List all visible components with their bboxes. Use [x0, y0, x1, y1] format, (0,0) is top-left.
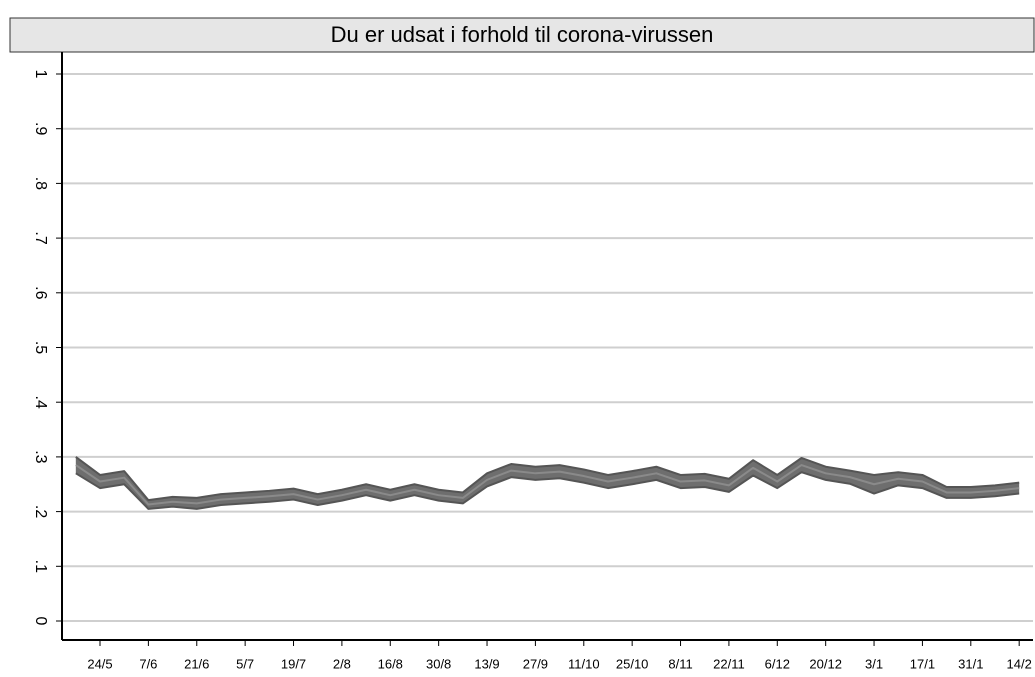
- x-tick-label: 20/12: [809, 656, 842, 671]
- x-tick-label: 30/8: [426, 656, 451, 671]
- x-tick-label: 11/10: [568, 656, 600, 671]
- ci-upper-line: [75, 456, 1020, 502]
- x-tick-label: 27/9: [523, 656, 548, 671]
- x-tick-label: 24/5: [87, 656, 112, 671]
- x-tick-label: 22/11: [713, 656, 745, 671]
- x-tick-label: 7/6: [139, 656, 157, 671]
- title-bar: [9, 17, 1035, 53]
- ci-band: [75, 456, 1020, 509]
- y-tick-label: .4: [32, 396, 49, 409]
- y-tick-label: 1: [32, 70, 49, 79]
- x-tick-label: 25/10: [616, 656, 649, 671]
- x-tick-label: 5/7: [236, 656, 254, 671]
- x-tick-label: 17/1: [910, 656, 935, 671]
- y-tick-label: 0: [32, 617, 49, 626]
- x-tick-label: 2/8: [333, 656, 351, 671]
- x-tick-label: 16/8: [378, 656, 403, 671]
- estimate-line: [75, 464, 1020, 506]
- x-tick-label: 21/6: [184, 656, 209, 671]
- x-tick-label: 8/11: [668, 656, 692, 671]
- y-tick-label: .6: [32, 286, 49, 299]
- x-tick-label: 13/9: [474, 656, 499, 671]
- y-tick-label: .5: [32, 341, 49, 354]
- y-tick-label: .2: [32, 505, 49, 518]
- x-tick-label: 14/2: [1007, 656, 1032, 671]
- y-tick-label: .1: [32, 560, 49, 573]
- y-tick-label: .7: [32, 231, 49, 244]
- ci-lower-line: [75, 471, 1020, 510]
- x-tick-label: 19/7: [281, 656, 306, 671]
- x-tick-label: 31/1: [958, 656, 983, 671]
- y-tick-label: .3: [32, 450, 49, 463]
- x-tick-label: 6/12: [765, 656, 790, 671]
- y-tick-label: .8: [32, 177, 49, 190]
- chart-title: Du er udsat i forhold til corona-virusse…: [331, 22, 714, 47]
- y-tick-label: .9: [32, 122, 49, 135]
- x-tick-label: 3/1: [865, 656, 883, 671]
